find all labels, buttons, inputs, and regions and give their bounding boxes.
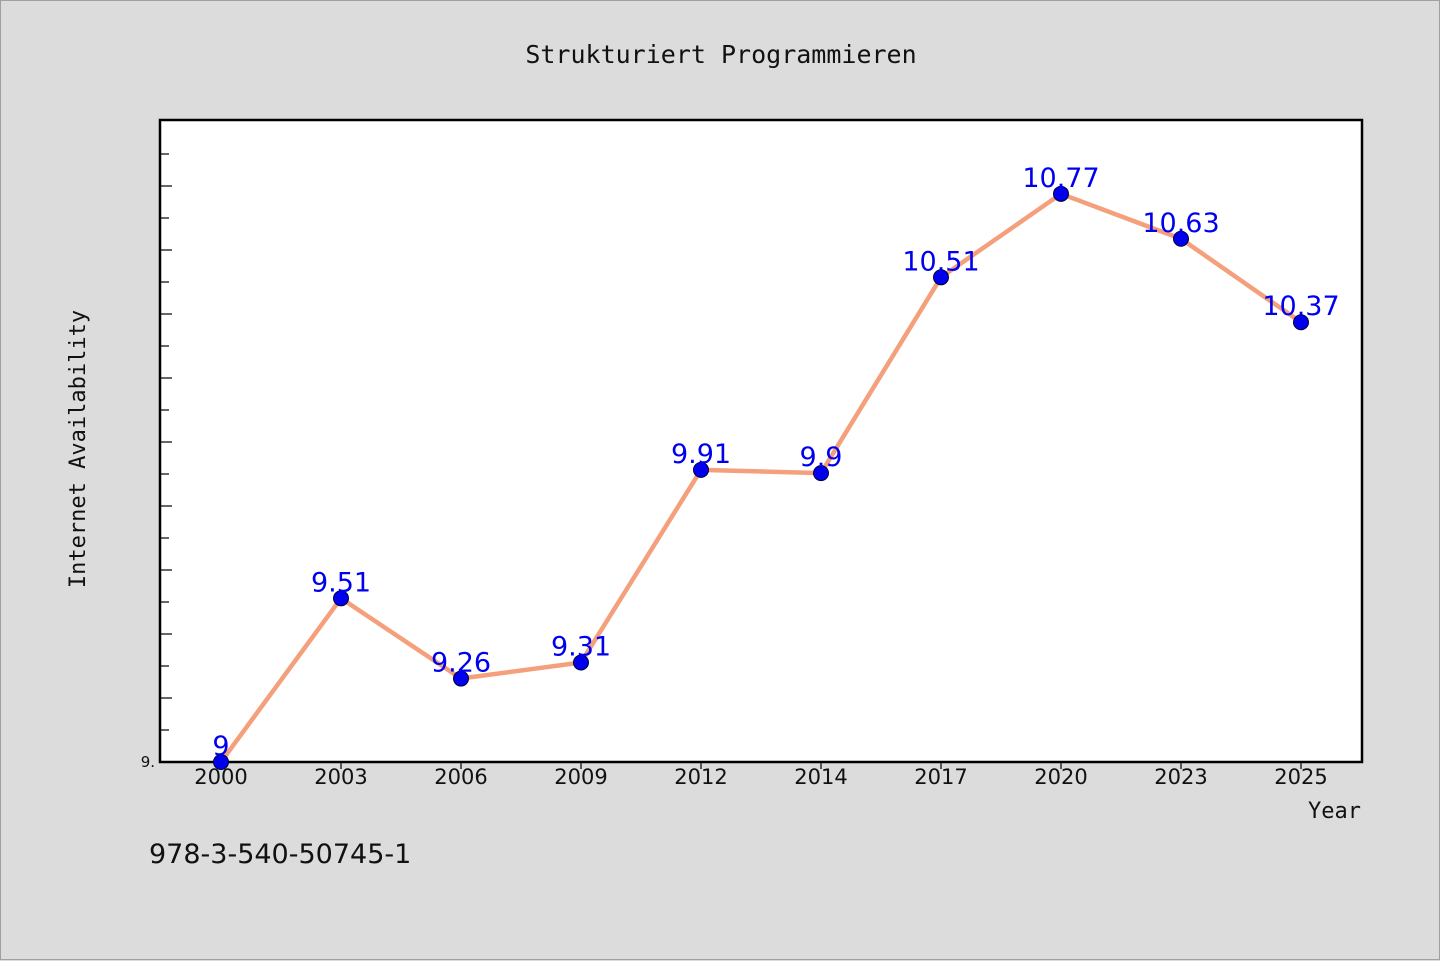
x-tick-label: 2023: [1154, 765, 1207, 789]
x-axis-ticks: 2000 2003 2006 2009 2012 2014 2017 2020 2023 2025: [194, 762, 1328, 789]
x-tick-label: 2017: [914, 765, 967, 789]
data-point: [573, 654, 589, 671]
data-point: [333, 590, 349, 607]
data-label: 10.37: [1262, 291, 1339, 322]
data-point: [213, 754, 229, 770]
x-tick-label: 2012: [674, 765, 727, 789]
x-tick-label: 2025: [1274, 765, 1327, 789]
data-label: 9.31: [551, 631, 611, 662]
data-point: [693, 461, 709, 478]
x-tick-label: 2020: [1034, 765, 1087, 789]
series-line: [219, 191, 1303, 764]
y-axis-label: Internet Availability: [66, 310, 91, 588]
series-layer: 9 9.51 9.26 9.31 9.91 9.9 10.51 10.77 10.63 10.37: [212, 163, 1340, 770]
data-point: [813, 465, 829, 482]
data-label: 10.77: [1022, 163, 1099, 194]
data-label: 9: [212, 731, 229, 762]
data-label: 9.9: [800, 442, 843, 473]
data-label: 10.51: [902, 246, 979, 277]
data-label: 10.63: [1142, 208, 1219, 239]
plot-area: [158, 118, 1364, 764]
x-tick-label: 2006: [434, 765, 487, 789]
x-tick-label: 2003: [314, 765, 367, 789]
x-axis-label: Year: [1308, 799, 1361, 824]
chart-title: Strukturiert Programmieren: [525, 40, 916, 69]
data-label: 9.91: [671, 439, 731, 470]
data-point: [1293, 314, 1309, 331]
x-tick-label: 2009: [554, 765, 607, 789]
data-point: [933, 269, 949, 286]
y-axis-ticks: [160, 153, 172, 763]
x-tick-label: 2014: [794, 765, 847, 789]
y-tick-label: 9.: [141, 753, 155, 771]
data-label: 9.26: [431, 648, 491, 679]
data-point: [1173, 230, 1189, 247]
data-label: 9.51: [311, 567, 371, 598]
isbn-footer: 978-3-540-50745-1: [149, 839, 411, 870]
data-point: [1053, 185, 1069, 202]
data-point: [453, 670, 469, 687]
